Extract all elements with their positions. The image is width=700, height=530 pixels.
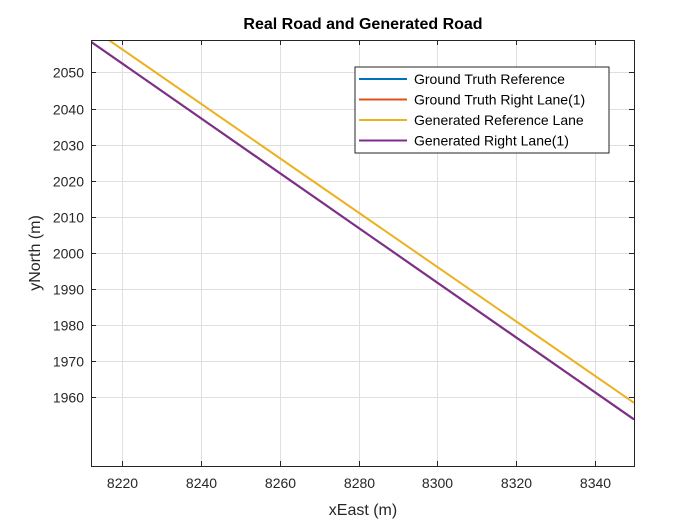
y-tick-label: 2000 <box>53 246 84 262</box>
x-tick-label: 8240 <box>186 475 217 491</box>
y-tick-label: 2010 <box>53 210 84 226</box>
legend-label-3: Generated Reference Lane <box>414 112 584 128</box>
y-tick-label: 1980 <box>53 318 84 334</box>
series-lines <box>91 40 634 421</box>
y-tick-label: 2020 <box>53 174 84 190</box>
x-tick-label: 8280 <box>344 475 375 491</box>
y-tick-label: 1990 <box>53 282 84 298</box>
axis-ticks: 8220 8240 8260 8280 8300 8320 8340 1960 1970 1980… <box>53 40 634 491</box>
y-tick-label: 1960 <box>53 390 84 406</box>
x-tick-label: 8260 <box>265 475 296 491</box>
x-tick-label: 8340 <box>580 475 611 491</box>
y-tick-label: 2030 <box>53 138 84 154</box>
legend-items: Ground Truth Reference Ground Truth Right… <box>359 71 585 149</box>
legend-label-4: Generated Right Lane(1) <box>414 133 569 149</box>
y-axis-label: yNorth (m) <box>27 215 44 291</box>
x-tick-label: 8220 <box>107 475 138 491</box>
legend-box <box>354 66 610 154</box>
x-axis-label: xEast (m) <box>329 502 397 519</box>
y-tick-label: 2040 <box>53 102 84 118</box>
x-tick-label: 8300 <box>422 475 453 491</box>
legend: Ground Truth Reference Ground Truth Right… <box>354 66 610 154</box>
series-line-3 <box>108 40 634 404</box>
series-line-4 <box>91 40 634 421</box>
chart-title: Real Road and Generated Road <box>243 16 482 33</box>
x-tick-label: 8320 <box>501 475 532 491</box>
legend-label-1: Ground Truth Reference <box>414 71 565 87</box>
y-tick-label: 2050 <box>53 65 84 81</box>
y-tick-label: 1970 <box>53 354 84 370</box>
legend-label-2: Ground Truth Right Lane(1) <box>414 92 585 108</box>
series-group <box>91 40 634 421</box>
